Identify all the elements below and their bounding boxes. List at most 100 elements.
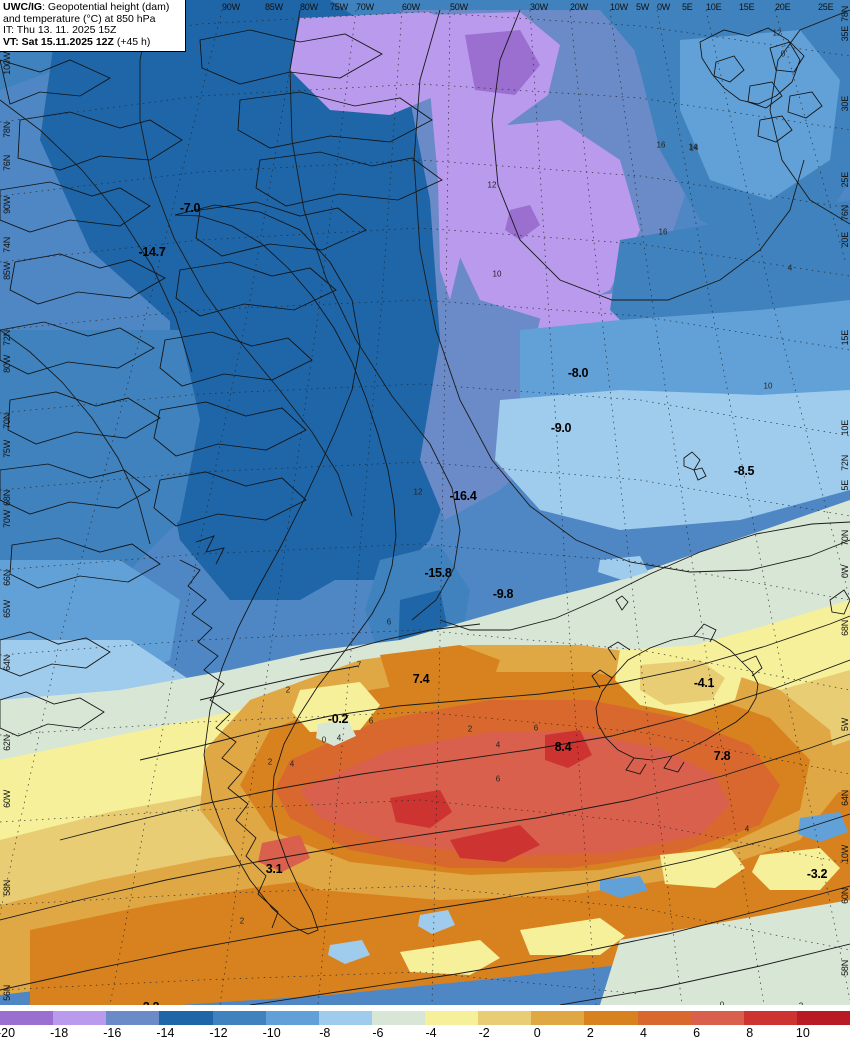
colorbar-swatch-13[interactable]	[690, 1011, 744, 1025]
left-axis-label-60W-16: 60W	[2, 790, 12, 808]
right-axis-label-10W-15: 10W	[840, 845, 850, 863]
isoline-value-19: 2	[467, 724, 473, 734]
temp-band-west-coast	[0, 330, 200, 600]
temp-patch-yellow-se-a	[752, 848, 840, 890]
colorbar-swatch-10[interactable]	[531, 1011, 585, 1025]
colorbar-swatch-14[interactable]	[743, 1011, 797, 1025]
colorbar-tick-1: -18	[50, 1026, 69, 1040]
temp-core-red-a	[390, 790, 452, 828]
colorbar-swatch-12[interactable]	[637, 1011, 691, 1025]
temp-patch-blue-se-a	[798, 812, 848, 842]
isoline-value-6: 4	[787, 263, 793, 273]
colorbar-swatch-11[interactable]	[584, 1011, 638, 1025]
isoline-value-10: 12	[487, 180, 497, 190]
isoline-value-16: 2	[285, 685, 291, 695]
isoline-value-8: 10	[492, 269, 502, 279]
left-axis-label-68N-10: 68N	[2, 490, 12, 506]
colorbar-swatch-9[interactable]	[478, 1011, 532, 1025]
temperature-annotation--7.0: -7.0	[179, 201, 201, 215]
colorbar-swatch-4[interactable]	[212, 1011, 266, 1025]
colorbar-swatch-15[interactable]	[796, 1011, 850, 1025]
left-axis-label-58N-17: 58N	[2, 880, 12, 896]
right-axis-label-25E-3: 25E	[840, 172, 850, 188]
right-axis-label-5W-13: 5W	[840, 718, 850, 732]
title-line-2: and temperature (°C) at 850 hPa	[3, 12, 156, 25]
map-canvas[interactable]: 100W90W85W80W75W70W60W50W30W20W10W5W0W5E…	[0, 0, 850, 1005]
isoline-value-13: 6	[368, 716, 374, 726]
colorbar-swatch-0[interactable]	[0, 1011, 54, 1025]
isoline-value-7: 10	[763, 381, 773, 391]
temp-patch-yellow-se-d	[400, 940, 500, 975]
init-time-line: IT: Thu 13. 11. 2025 15Z	[3, 24, 117, 37]
longitude-label-80W: 80W	[300, 2, 318, 12]
temp-core-red-b	[450, 825, 540, 862]
temperature-annotation-3.1: 3.1	[265, 862, 283, 876]
colorbar-swatch-6[interactable]	[318, 1011, 372, 1025]
right-axis-label-68N-12: 68N	[840, 620, 850, 636]
isoline-value-21: 6	[495, 774, 501, 784]
colorbar-swatch-8[interactable]	[425, 1011, 479, 1025]
longitude-label-15E: 15E	[739, 2, 755, 12]
longitude-label-25E: 25E	[818, 2, 834, 12]
colorbar-tick-7: -6	[372, 1026, 384, 1040]
temp-band-svalbard-land	[680, 30, 840, 200]
isoline-value-20: 4	[495, 740, 501, 750]
colorbar-tick-0: -20	[0, 1026, 16, 1040]
temperature-annotation-7.8: 7.8	[713, 749, 731, 763]
left-axis-label-78N-1: 78N	[2, 122, 12, 138]
temperature-annotation--15.8: -15.8	[424, 566, 452, 580]
colorbar-swatch-3[interactable]	[159, 1011, 213, 1025]
longitude-label-60W: 60W	[402, 2, 420, 12]
temp-patch-blue-se-d	[328, 940, 370, 964]
colorbar-tick-3: -14	[156, 1026, 175, 1040]
temperature-annotation--3.2: -3.2	[806, 867, 828, 881]
colorbar-swatches[interactable]	[0, 1011, 850, 1025]
temp-band-minus8-ne	[495, 390, 850, 530]
colorbar-swatch-2[interactable]	[106, 1011, 160, 1025]
isoline-value-0: 12	[772, 28, 782, 38]
temp-band-minus20	[465, 30, 540, 95]
temperature-annotation--16.4: -16.4	[449, 489, 477, 503]
title-line-1: UWC/IG: Geopotential height (dam)	[3, 1, 182, 14]
right-axis-label-78N-0: 78N	[840, 6, 850, 22]
left-axis-label-72N-6: 72N	[2, 330, 12, 346]
colorbar-tick-11: 2	[586, 1026, 594, 1040]
longitude-label-30W: 30W	[530, 2, 548, 12]
longitude-label-90W: 90W	[222, 2, 240, 12]
isoline-value-9: 12	[413, 487, 423, 497]
right-axis-label-20E-5: 20E	[840, 232, 850, 248]
colorbar-tick-14: 8	[746, 1026, 754, 1040]
map-title-box: UWC/IG: Geopotential height (dam) and te…	[0, 0, 186, 53]
isoline-value-14: 0	[321, 735, 327, 745]
isoline-value-2: 16	[656, 140, 666, 150]
longitude-label-10E: 10E	[706, 2, 722, 12]
left-axis-label-85W-5: 85W	[2, 262, 12, 280]
temp-patch-minus02-core	[316, 720, 356, 746]
colorbar-swatch-5[interactable]	[265, 1011, 319, 1025]
isoline-value-24: 0	[719, 1000, 725, 1006]
right-axis-label-72N-8: 72N	[840, 455, 850, 471]
isoline-value-1: 0	[780, 49, 786, 59]
colorbar-swatch-1[interactable]	[53, 1011, 107, 1025]
colorbar-swatch-7[interactable]	[371, 1011, 425, 1025]
longitude-label-5W: 5W	[636, 2, 650, 12]
longitude-label-20E: 20E	[775, 2, 791, 12]
isoline-value-26: 2	[239, 916, 245, 926]
right-axis-label-64N-14: 64N	[840, 790, 850, 806]
model-name: UWC/IG	[3, 1, 43, 13]
longitude-label-10W: 10W	[610, 2, 628, 12]
isoline-value-3: 14	[689, 143, 699, 153]
temperature-annotation--8.5: -8.5	[733, 464, 755, 478]
longitude-label-70W: 70W	[356, 2, 374, 12]
colorbar-tick-6: -8	[319, 1026, 331, 1040]
colorbar-tick-8: -4	[425, 1026, 437, 1040]
right-axis-label-58N-17: 58N	[840, 960, 850, 976]
valid-time-rest: (+45 h)	[113, 35, 151, 48]
right-axis-label-5E-9: 5E	[840, 480, 850, 491]
temperature-annotation--8.0: -8.0	[567, 366, 589, 380]
right-axis-label-76N-4: 76N	[840, 205, 850, 221]
colorbar-tick-15: 10	[795, 1026, 810, 1040]
